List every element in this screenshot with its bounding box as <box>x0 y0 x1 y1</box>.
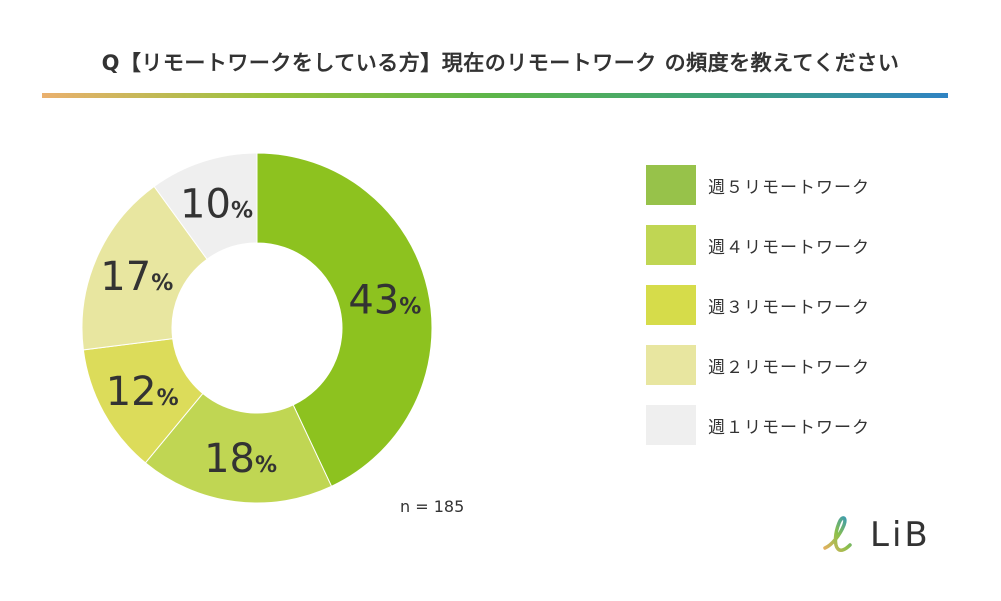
legend-label: 週３リモートワーク <box>708 297 870 318</box>
legend-label: 週５リモートワーク <box>708 177 870 198</box>
slice-label: 43% <box>348 277 421 323</box>
sample-size: n = 185 <box>400 497 465 516</box>
legend-item: 週３リモートワーク <box>646 285 870 325</box>
legend-swatch <box>646 405 696 445</box>
legend-label: 週１リモートワーク <box>708 417 870 438</box>
slice-label: 10% <box>180 181 253 227</box>
slice-label: 12% <box>106 369 179 415</box>
logo-text: LiB <box>870 515 931 555</box>
legend-label: 週４リモートワーク <box>708 237 870 258</box>
slice-label: 18% <box>204 436 277 482</box>
title-underline <box>42 93 948 98</box>
legend-item: 週２リモートワーク <box>646 345 870 385</box>
legend-label: 週２リモートワーク <box>708 357 870 378</box>
legend-swatch <box>646 225 696 265</box>
lib-logo-icon <box>823 516 852 552</box>
legend-swatch <box>646 165 696 205</box>
legend-item: 週５リモートワーク <box>646 165 870 205</box>
donut-slice <box>144 392 333 504</box>
legend: 週５リモートワーク 週４リモートワーク 週３リモートワーク 週２リモートワーク 週１リモ… <box>646 165 870 465</box>
donut-slice <box>256 152 433 488</box>
legend-item: 週４リモートワーク <box>646 225 870 265</box>
slice-label: 17% <box>100 254 173 300</box>
lib-logo: LiB <box>822 515 931 555</box>
donut-slice <box>153 152 258 260</box>
donut-slice <box>81 185 208 351</box>
legend-swatch <box>646 345 696 385</box>
legend-swatch <box>646 285 696 325</box>
chart-title: Q【リモートワークをしている方】現在のリモートワーク の頻度を教えてください <box>101 51 900 75</box>
legend-item: 週１リモートワーク <box>646 405 870 445</box>
